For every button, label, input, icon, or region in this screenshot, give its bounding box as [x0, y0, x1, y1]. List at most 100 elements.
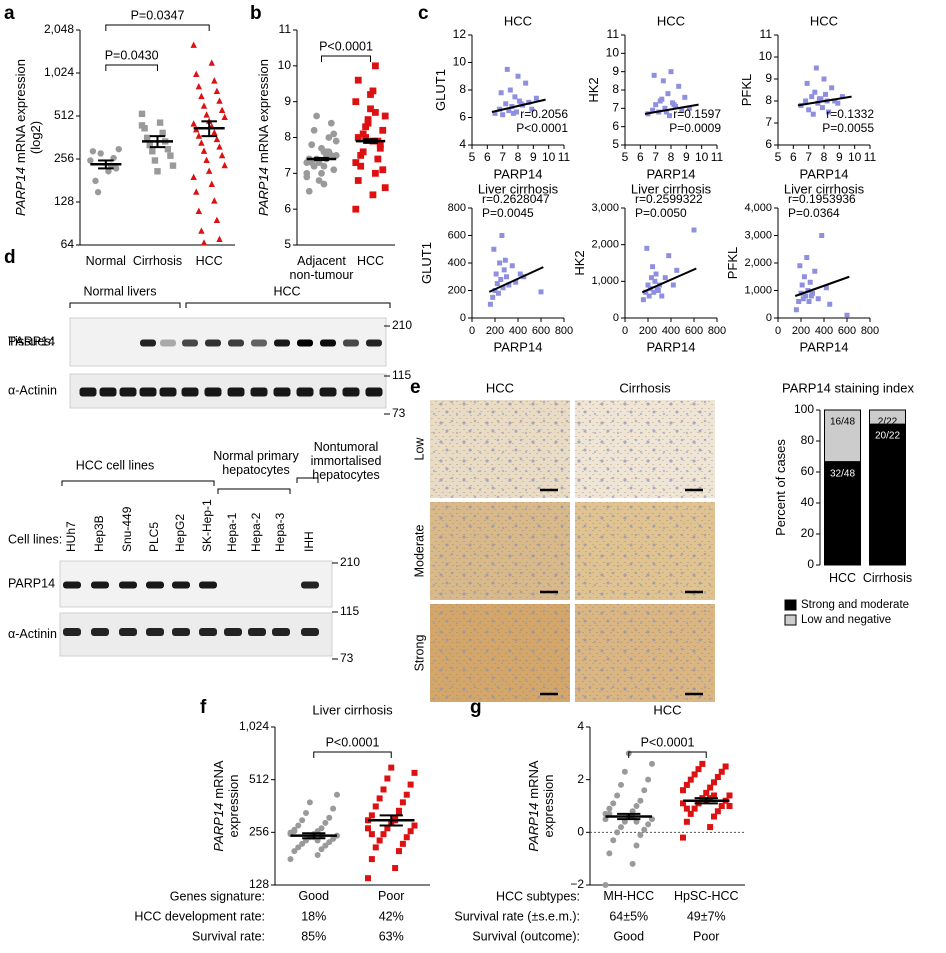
- marker-label: 210: [392, 318, 412, 332]
- data-point: [357, 152, 365, 159]
- data-point: [368, 812, 375, 819]
- data-point: [512, 94, 518, 100]
- y-label-text: mRNA expression: [256, 59, 271, 163]
- x-tick-label: HpSC-HCC: [673, 889, 739, 903]
- band: [296, 387, 314, 397]
- y-tick-label: 6: [765, 137, 772, 151]
- protein-label: α-Actinin: [8, 383, 57, 397]
- data-point: [808, 293, 814, 299]
- data-point: [515, 73, 521, 79]
- data-point: [676, 83, 682, 89]
- y-label-text: (log2): [28, 121, 43, 154]
- x-tick-label: 800: [555, 325, 573, 337]
- data-point: [332, 137, 340, 145]
- data-point: [650, 107, 656, 113]
- fit-line: [491, 98, 546, 113]
- data-point: [379, 166, 387, 174]
- data-point: [707, 824, 714, 831]
- data-point: [510, 110, 516, 116]
- x-tick-label: 7: [652, 150, 659, 164]
- group-bracket: [69, 302, 181, 308]
- data-point: [379, 126, 387, 134]
- panel-label: b: [250, 3, 262, 24]
- y-tick-label: 10: [278, 58, 292, 72]
- data-point: [614, 829, 621, 836]
- data-point: [679, 107, 685, 113]
- x-tick-label: 11: [558, 150, 571, 164]
- data-point: [637, 831, 644, 838]
- data-point: [308, 141, 316, 149]
- data-point: [839, 94, 845, 100]
- x-axis-label: PARP14: [494, 166, 543, 181]
- y-axis-label: GLUT1: [419, 242, 434, 284]
- y-tick-label: 2,048: [44, 22, 74, 36]
- data-point: [167, 152, 174, 159]
- legend-swatch: [784, 614, 797, 626]
- row-value: 18%: [301, 909, 326, 923]
- micrograph-nuclei: [575, 400, 715, 498]
- band: [199, 628, 217, 636]
- data-point: [726, 792, 733, 799]
- y-tick-label: 4: [459, 137, 466, 151]
- y-tick-label: 256: [54, 151, 74, 165]
- y-tick-label: 0: [577, 825, 584, 839]
- annotation: r=0.2056: [520, 107, 568, 121]
- data-point: [793, 307, 799, 313]
- data-point: [492, 288, 498, 293]
- data-point: [89, 148, 97, 155]
- data-point: [844, 312, 850, 318]
- band: [301, 581, 319, 589]
- data-point: [299, 817, 306, 824]
- data-point: [403, 791, 410, 798]
- data-point: [606, 850, 613, 857]
- data-point: [641, 787, 648, 794]
- data-point: [513, 279, 519, 285]
- y-tick-label: 1,024: [239, 719, 269, 733]
- x-tick-label: 0: [469, 325, 475, 337]
- y-tick-label: 60: [801, 464, 815, 478]
- data-point: [208, 180, 215, 187]
- group-bracket: [61, 480, 215, 486]
- data-point: [806, 107, 812, 113]
- band: [228, 339, 244, 347]
- data-point: [499, 233, 505, 238]
- y-tick-label: 11: [607, 27, 620, 41]
- data-point: [722, 763, 729, 770]
- protein-label: PARP14: [8, 576, 55, 590]
- data-point: [369, 87, 377, 95]
- band: [63, 581, 81, 589]
- row-value: 85%: [301, 929, 326, 943]
- x-tick-label-box: HCC: [196, 254, 223, 268]
- data-point: [381, 112, 389, 120]
- band: [297, 339, 313, 347]
- data-point: [799, 282, 805, 288]
- y-label-text: mRNA: [526, 760, 541, 799]
- data-point: [151, 157, 159, 164]
- data-point: [835, 100, 841, 106]
- data-point: [146, 141, 153, 149]
- y-label-text: expression: [226, 775, 241, 838]
- data-point: [352, 159, 360, 166]
- data-point: [810, 111, 816, 117]
- row-header: Survival (outcome):: [472, 929, 580, 943]
- data-point: [211, 197, 218, 204]
- x-tick-label: 10: [848, 150, 862, 164]
- row-header: Genes signature:: [170, 889, 265, 903]
- data-point: [376, 144, 384, 152]
- data-point: [399, 840, 406, 847]
- data-point: [804, 255, 810, 260]
- chart-title: PARP14 staining index: [782, 380, 915, 395]
- band: [140, 339, 156, 347]
- data-point: [354, 134, 362, 141]
- band: [320, 339, 336, 347]
- band: [224, 628, 242, 636]
- x-tick-label: Cirrhosis: [132, 254, 183, 268]
- data-point: [533, 95, 539, 101]
- chart-title: Liver cirrhosis: [631, 181, 712, 196]
- annotation: P<0.0001: [516, 121, 568, 135]
- data-point: [380, 786, 387, 793]
- marker-label: 73: [340, 651, 354, 665]
- data-point: [653, 102, 659, 108]
- x-tick-label: 800: [861, 325, 879, 337]
- data-point: [646, 293, 652, 299]
